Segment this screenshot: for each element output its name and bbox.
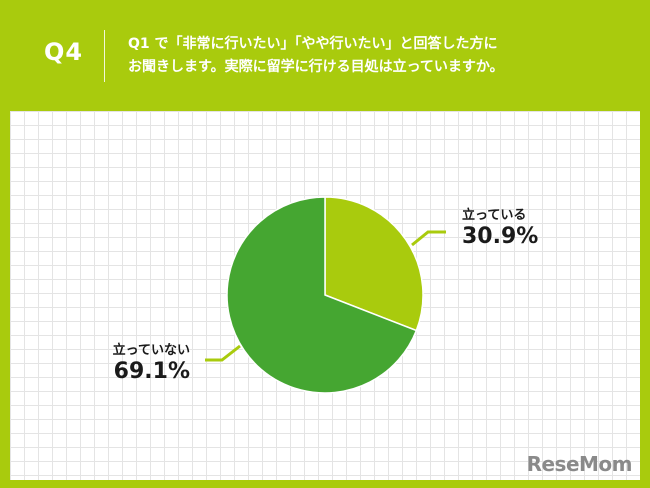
header: Q4 Q1 で「非常に行いたい」「やや行いたい」と回答した方に お聞きします。実… [0,0,650,110]
slice-label-yes: 立っている 30.9% [462,208,538,250]
pie-slice-yes [324,196,424,332]
slice-name-no: 立っていない [112,343,190,358]
header-divider [104,30,105,82]
question-line-2: お聞きします。実際に留学に行ける目処は立っていますか。 [128,59,504,75]
question-text: Q1 で「非常に行いたい」「やや行いたい」と回答した方に お聞きします。実際に留… [128,33,628,79]
leader-line-no [205,344,241,362]
pie-slice-no [226,196,418,394]
resemom-logo: ReseMom [526,452,633,476]
slice-value-no: 69.1% [113,359,190,384]
leader-line-yes [411,230,446,247]
slice-name-yes: 立っている [462,208,527,223]
pie-slices [226,196,424,394]
slice-value-yes: 30.9% [462,224,539,249]
question-number: Q4 [44,38,84,66]
question-line-1: Q1 で「非常に行いたい」「やや行いたい」と回答した方に [128,36,498,52]
slice-label-no: 立っていない 69.1% [60,343,190,385]
